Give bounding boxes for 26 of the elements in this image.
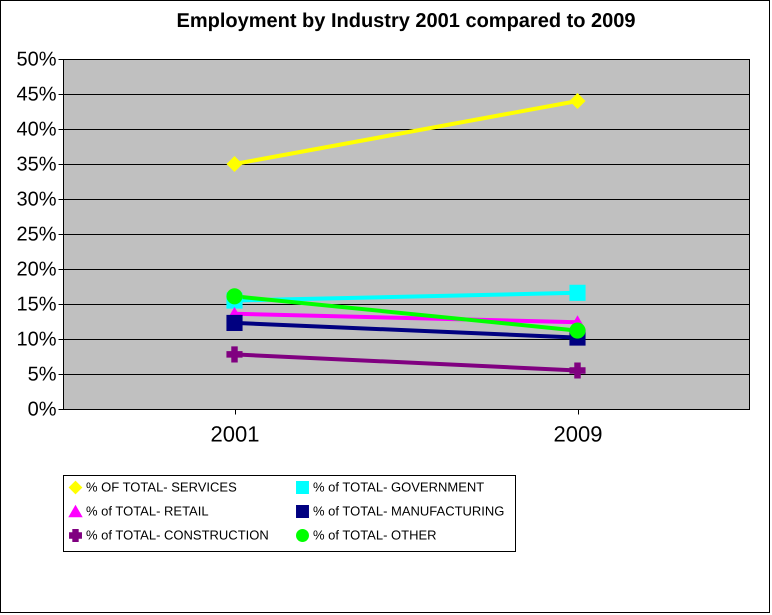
legend-label: % OF TOTAL- SERVICES [86, 480, 238, 495]
point [569, 284, 586, 301]
y-tick-label: 30% [16, 188, 57, 210]
y-tick-label: 25% [16, 224, 57, 246]
y-tick-label: 20% [16, 258, 57, 280]
y-tick-label: 35% [16, 154, 57, 176]
legend-label: % of TOTAL- GOVERNMENT [313, 480, 484, 495]
y-tick-label: 15% [16, 294, 57, 316]
legend-label: % of TOTAL- RETAIL [86, 504, 209, 518]
y-tick-label: 5% [28, 364, 57, 386]
legend-label: % of TOTAL- OTHER [313, 528, 437, 542]
legend-label: % of TOTAL- MANUFACTURING [313, 504, 504, 518]
y-tick-label: 50% [16, 48, 57, 70]
point [226, 346, 243, 362]
point [569, 362, 586, 379]
point [226, 288, 243, 304]
point [569, 92, 586, 110]
y-tick-label: 40% [16, 118, 57, 140]
legend-label: % of TOTAL- CONSTRUCTION [86, 528, 269, 542]
x-tick-label: 2009 [554, 422, 602, 446]
chart-title: Employment by Industry 2001 compared to 2009 [176, 10, 636, 32]
y-tick-label: 0% [28, 398, 57, 420]
y-tick-label: 10% [16, 328, 57, 350]
y-tick-label: 45% [16, 84, 57, 106]
x-tick-label: 2001 [210, 422, 260, 446]
point [226, 156, 243, 172]
